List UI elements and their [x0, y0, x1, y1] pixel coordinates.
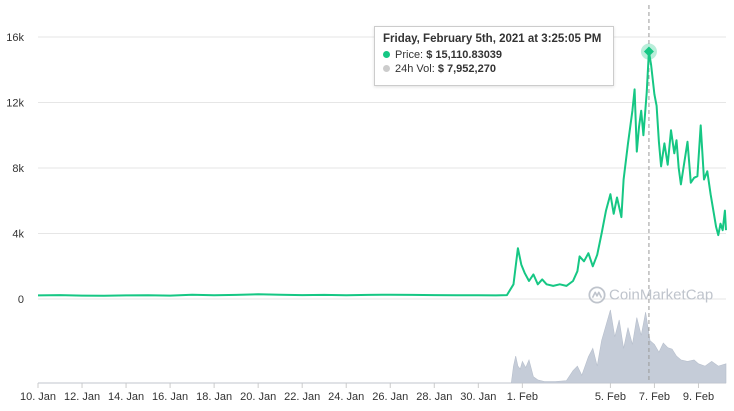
x-tick-label: 9. Feb — [683, 391, 714, 403]
y-tick-label: 16k — [6, 32, 24, 44]
highlight-marker — [643, 46, 654, 57]
price-dot-icon — [383, 50, 390, 58]
x-tick-label: 7. Feb — [639, 391, 670, 403]
tooltip-volume-row: 24h Vol: $ 7,952,270 — [383, 63, 605, 75]
y-tick-label: 4k — [12, 229, 24, 241]
x-tick-label: 28. Jan — [416, 391, 452, 403]
x-tick-label: 5. Feb — [595, 391, 626, 403]
x-tick-label: 10. Jan — [20, 391, 56, 403]
tooltip-price-value: $ 15,110.83039 — [426, 49, 503, 61]
volume-area — [38, 309, 727, 384]
volume-dot-icon — [383, 64, 390, 72]
price-line — [37, 50, 727, 297]
coinmarketcap-logo-icon — [588, 286, 606, 304]
x-tick-label: 30. Jan — [460, 391, 496, 403]
y-tick-label: 12k — [6, 98, 24, 110]
tooltip-title: Friday, February 5th, 2021 at 3:25:05 PM — [383, 33, 602, 45]
x-tick-label: 14. Jan — [108, 391, 144, 403]
x-tick-label: 24. Jan — [328, 391, 364, 403]
x-tick-label: 26. Jan — [372, 391, 408, 403]
x-tick-label: 12. Jan — [64, 391, 100, 403]
tooltip-volume-value: $ 7,952,270 — [437, 63, 496, 75]
tooltip-price-label: Price: — [395, 49, 424, 61]
x-tick-label: 18. Jan — [196, 391, 232, 403]
x-tick-label: 22. Jan — [284, 391, 320, 403]
x-tick-label: 16. Jan — [152, 391, 188, 403]
tooltip-price-row: Price: $ 15,110.83039 — [383, 49, 605, 61]
y-tick-label: 0 — [18, 294, 24, 306]
chart-tooltip: Friday, February 5th, 2021 at 3:25:05 PM… — [374, 26, 614, 86]
watermark-text: CoinMarketCap — [609, 286, 714, 304]
tooltip-volume-label: 24h Vol: — [395, 63, 435, 75]
x-tick-label: 20. Jan — [240, 391, 276, 403]
y-tick-label: 8k — [12, 163, 24, 175]
x-tick-label: 1. Feb — [507, 391, 538, 403]
watermark: CoinMarketCap — [588, 286, 728, 308]
